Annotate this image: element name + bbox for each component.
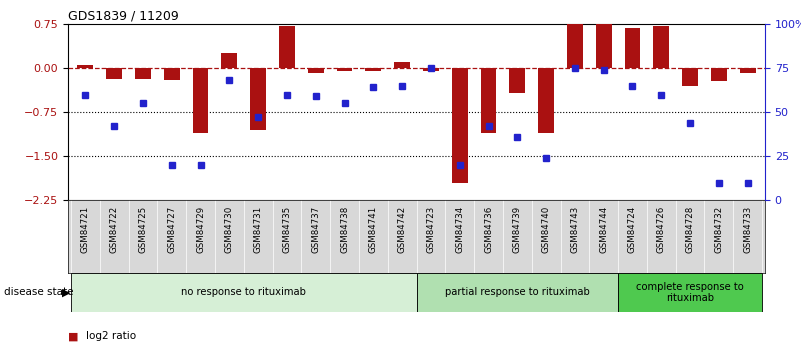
Bar <box>509 68 525 93</box>
Text: complete response to
rituximab: complete response to rituximab <box>636 282 744 303</box>
Text: ■: ■ <box>68 332 78 341</box>
Bar <box>308 68 324 73</box>
Text: GSM84744: GSM84744 <box>599 206 608 253</box>
Bar <box>538 68 554 133</box>
Bar <box>336 68 352 71</box>
Bar <box>221 53 237 68</box>
Bar <box>711 68 727 81</box>
Bar <box>452 68 468 183</box>
Text: GSM84742: GSM84742 <box>397 206 407 253</box>
Text: log2 ratio: log2 ratio <box>86 332 136 341</box>
Bar <box>135 68 151 79</box>
Bar <box>596 14 612 68</box>
Bar <box>417 273 618 312</box>
Bar <box>394 62 410 68</box>
Bar <box>481 68 497 133</box>
Bar <box>279 26 295 68</box>
Text: GSM84722: GSM84722 <box>110 206 119 253</box>
Text: GSM84724: GSM84724 <box>628 206 637 253</box>
Bar <box>78 65 93 68</box>
Text: GSM84725: GSM84725 <box>139 206 147 253</box>
Bar <box>365 68 381 71</box>
Text: GSM84740: GSM84740 <box>541 206 550 253</box>
Bar <box>164 68 179 80</box>
Bar <box>682 68 698 86</box>
Text: GSM84726: GSM84726 <box>657 206 666 253</box>
Text: GSM84723: GSM84723 <box>426 206 436 253</box>
Bar <box>625 28 641 68</box>
Text: GSM84741: GSM84741 <box>368 206 378 253</box>
Bar <box>423 68 439 71</box>
Text: GSM84738: GSM84738 <box>340 206 349 253</box>
Text: GSM84730: GSM84730 <box>225 206 234 253</box>
Text: GSM84729: GSM84729 <box>196 206 205 253</box>
Text: GSM84743: GSM84743 <box>570 206 579 253</box>
Bar <box>654 26 669 68</box>
Text: GSM84736: GSM84736 <box>484 206 493 253</box>
Text: GSM84734: GSM84734 <box>455 206 465 253</box>
Text: GSM84728: GSM84728 <box>686 206 694 253</box>
Bar <box>107 68 122 79</box>
Bar <box>250 68 266 130</box>
Text: GSM84732: GSM84732 <box>714 206 723 253</box>
Text: GSM84737: GSM84737 <box>312 206 320 253</box>
Bar <box>71 273 417 312</box>
Text: GSM84731: GSM84731 <box>254 206 263 253</box>
Bar <box>192 68 208 133</box>
Text: GSM84739: GSM84739 <box>513 206 521 253</box>
Bar <box>740 68 755 73</box>
Text: GSM84727: GSM84727 <box>167 206 176 253</box>
Text: partial response to rituximab: partial response to rituximab <box>445 287 590 297</box>
Bar <box>567 14 583 68</box>
Text: ▶: ▶ <box>62 287 70 297</box>
Text: GSM84733: GSM84733 <box>743 206 752 253</box>
Text: no response to rituximab: no response to rituximab <box>181 287 306 297</box>
Text: GDS1839 / 11209: GDS1839 / 11209 <box>68 10 179 23</box>
Text: GSM84735: GSM84735 <box>283 206 292 253</box>
Bar <box>618 273 762 312</box>
Text: GSM84721: GSM84721 <box>81 206 90 253</box>
Text: disease state: disease state <box>4 287 74 297</box>
